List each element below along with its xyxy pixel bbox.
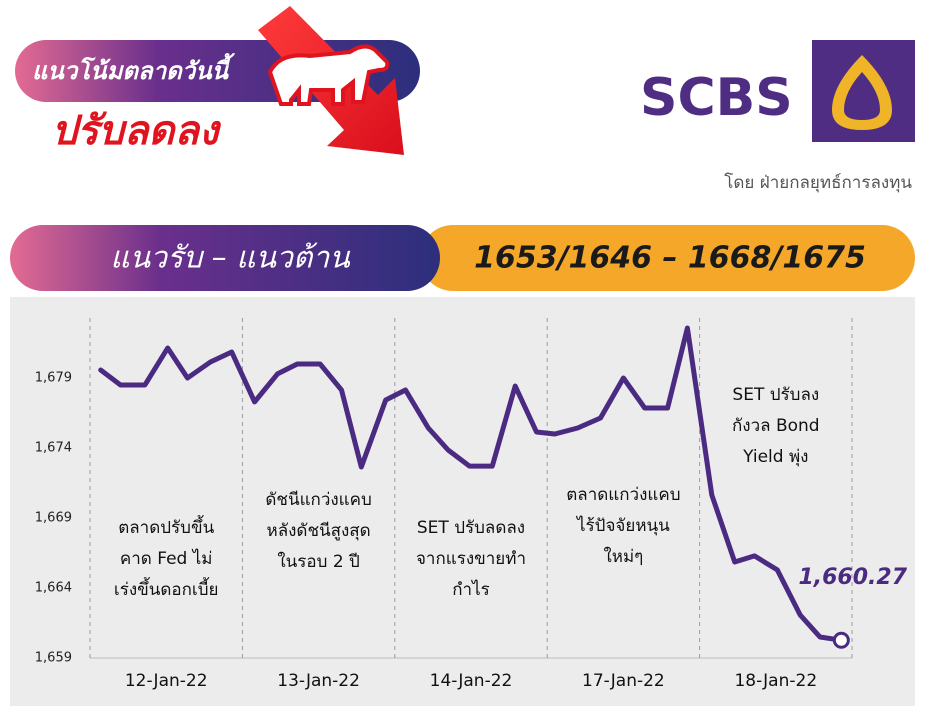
x-tick-label: 14-Jan-22: [430, 671, 513, 691]
range-values-pill: [420, 225, 915, 291]
annotation: หลังดัชนีสูงสุด: [266, 521, 370, 541]
y-tick-label: 1,679: [35, 371, 72, 386]
annotation: เร่งขึ้นดอกเบี้ย: [114, 577, 219, 600]
value-label: 1,660.27: [798, 565, 907, 590]
x-tick-label: 13-Jan-22: [277, 671, 360, 691]
annotation: กำไร: [452, 579, 490, 600]
price-line: [98, 325, 844, 643]
annotation: จากแรงขายทำ: [416, 549, 526, 569]
byline: โดย ฝ่ายกลยุทธ์การลงทุน: [724, 172, 912, 193]
last-point: [832, 631, 850, 649]
annotation: ในรอบ 2 ปี: [277, 551, 359, 572]
tag-text: แนวโน้มตลาดวันนี้: [32, 53, 235, 85]
y-tick-label: 1,669: [35, 511, 72, 526]
annotation: ใหม่ๆ: [603, 546, 643, 567]
bear-arrow-icon: [258, 6, 404, 155]
annotation: ตลาดปรับขึ้น: [118, 515, 214, 538]
annotation: ตลาดแกว่งแคบ: [566, 485, 680, 505]
x-tick-label: 18-Jan-22: [734, 671, 817, 691]
annotation: Yield พุ่ง: [742, 447, 808, 467]
annotation: คาด Fed ไม่: [120, 548, 213, 569]
y-tick-label: 1,664: [35, 581, 72, 596]
chart: 1,659 1,664 1,669 1,674 1,679 12-Jan-22 13-Jan…: [35, 318, 908, 691]
annotation: ไร้ปัจจัยหนุน: [575, 515, 670, 536]
annotation: SET ปรับลง: [732, 385, 819, 405]
x-tick-label: 12-Jan-22: [125, 671, 208, 691]
range-label: แนวรับ – แนวต้าน: [110, 241, 351, 276]
x-tick-label: 17-Jan-22: [582, 671, 665, 691]
brand-text: SCBS: [640, 68, 793, 128]
brand-symbol: [832, 55, 892, 130]
annotation: SET ปรับลดลง: [417, 518, 525, 538]
range-label-pill: [10, 225, 440, 291]
range-values: 1653/1646 – 1668/1675: [474, 241, 866, 276]
y-tick-label: 1,674: [35, 441, 72, 456]
chart-panel: [10, 297, 915, 706]
trend-text: ปรับลดลง: [52, 108, 222, 154]
annotation: กังวล Bond: [732, 416, 820, 436]
y-tick-label: 1,659: [35, 651, 72, 666]
annotation: ดัชนีแกว่งแคบ: [265, 490, 371, 510]
